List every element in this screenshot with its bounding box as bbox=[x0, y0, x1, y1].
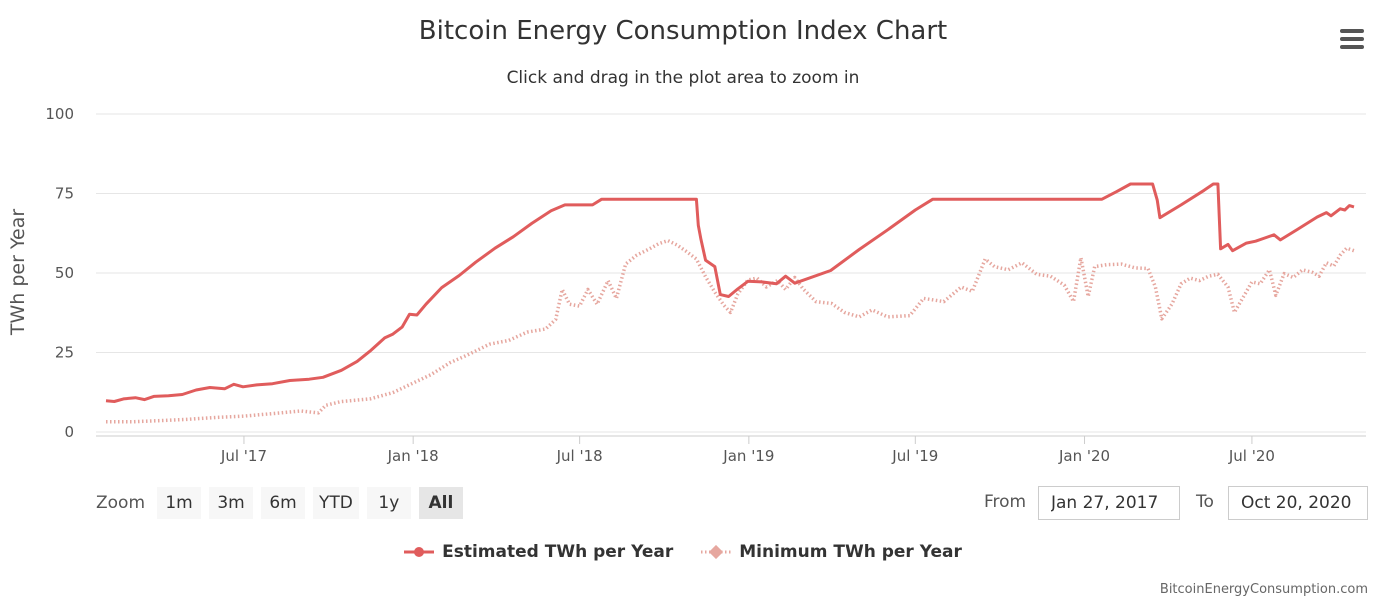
zoom-6m-button[interactable]: 6m bbox=[261, 487, 306, 519]
range-from-label: From bbox=[984, 492, 1027, 512]
chart-title: Bitcoin Energy Consumption Index Chart bbox=[418, 16, 948, 46]
y-axis: 0 25 50 75 100 bbox=[45, 105, 74, 441]
zoom-bar: Zoom 1m 3m 6m YTD 1y All bbox=[96, 486, 463, 520]
zoom-1y-button[interactable]: 1y bbox=[366, 487, 411, 519]
y-axis-label: TWh per Year bbox=[7, 209, 29, 336]
legend-label-minimum: Minimum TWh per Year bbox=[739, 542, 962, 562]
range-to-input[interactable] bbox=[1228, 486, 1368, 520]
credit-link[interactable]: BitcoinEnergyConsumption.com bbox=[1159, 582, 1368, 597]
x-tick-label: Jan '18 bbox=[387, 447, 439, 465]
series-layer bbox=[105, 182, 1355, 424]
chart-subtitle: Click and drag in the plot area to zoom … bbox=[506, 68, 860, 88]
legend-line-solid-icon bbox=[404, 547, 435, 557]
x-tick-label: Jul '19 bbox=[891, 447, 938, 465]
series-line-minimum[interactable] bbox=[106, 238, 1355, 424]
range-from-input[interactable] bbox=[1038, 486, 1180, 520]
y-tick-label: 50 bbox=[55, 264, 74, 282]
legend-line-dotted-icon bbox=[701, 545, 732, 559]
zoom-3m-button[interactable]: 3m bbox=[209, 487, 254, 519]
hamburger-menu-icon[interactable] bbox=[1334, 24, 1368, 56]
legend-label-estimated: Estimated TWh per Year bbox=[442, 542, 674, 562]
legend: Estimated TWh per Year Minimum TWh per Y… bbox=[0, 542, 1366, 562]
range-to-label: To bbox=[1196, 492, 1214, 512]
x-tick-label: Jan '20 bbox=[1058, 447, 1110, 465]
x-tick-label: Jul '18 bbox=[556, 447, 603, 465]
menu-bar-line bbox=[1340, 37, 1364, 41]
y-tick-label: 100 bbox=[45, 105, 74, 123]
y-tick-label: 25 bbox=[55, 344, 74, 362]
x-tick-label: Jul '20 bbox=[1228, 447, 1275, 465]
menu-bar-line bbox=[1340, 45, 1364, 49]
x-axis: Jul '17 Jan '18 Jul '18 Jan '19 Jul '19 Jan '… bbox=[96, 435, 1366, 465]
y-tick-label: 75 bbox=[55, 185, 74, 203]
legend-item-estimated[interactable]: Estimated TWh per Year bbox=[404, 542, 673, 562]
zoom-label: Zoom bbox=[96, 493, 146, 513]
x-tick-label: Jul '17 bbox=[220, 447, 267, 465]
grid-lines bbox=[96, 113, 1366, 433]
series-line-estimated[interactable] bbox=[105, 182, 1355, 403]
zoom-1m-button[interactable]: 1m bbox=[157, 487, 202, 519]
menu-bar-line bbox=[1340, 29, 1364, 33]
zoom-ytd-button[interactable]: YTD bbox=[313, 487, 359, 519]
zoom-all-button[interactable]: All bbox=[418, 487, 463, 519]
x-tick-label: Jan '19 bbox=[722, 447, 774, 465]
legend-item-minimum[interactable]: Minimum TWh per Year bbox=[701, 542, 962, 562]
y-tick-label: 0 bbox=[64, 423, 74, 441]
